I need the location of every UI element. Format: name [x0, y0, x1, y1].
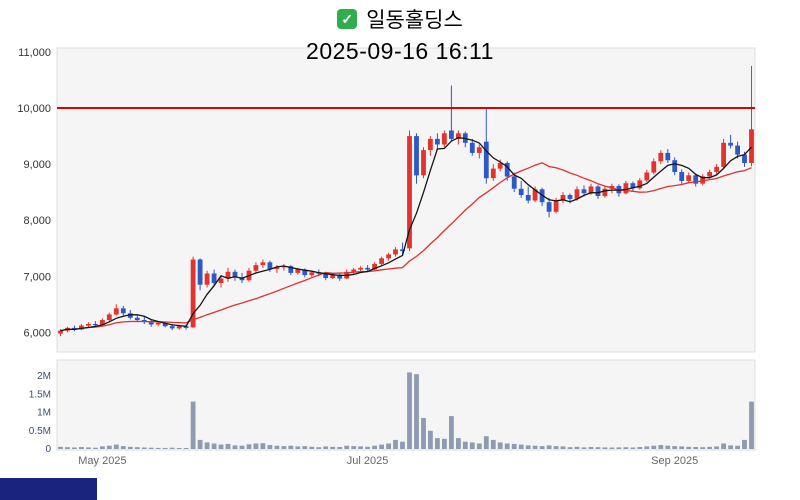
taskbar-fragment[interactable] — [0, 478, 97, 500]
svg-text:8,000: 8,000 — [23, 215, 51, 227]
svg-text:0: 0 — [45, 444, 51, 455]
svg-text:7,000: 7,000 — [23, 271, 51, 283]
chart-datetime: 2025-09-16 16:11 — [306, 38, 494, 64]
svg-text:Jul 2025: Jul 2025 — [347, 455, 389, 467]
svg-text:11,000: 11,000 — [18, 47, 51, 59]
checkbox-icon: ✓ — [337, 9, 358, 29]
svg-text:Sep 2025: Sep 2025 — [651, 455, 698, 467]
svg-text:10,000: 10,000 — [17, 103, 51, 115]
svg-text:May 2025: May 2025 — [78, 455, 126, 467]
svg-text:2M: 2M — [37, 371, 51, 382]
svg-text:1.5M: 1.5M — [29, 389, 51, 400]
svg-text:1M: 1M — [37, 408, 51, 419]
stock-title: 일동홀딩스 — [366, 9, 463, 32]
svg-text:0.5M: 0.5M — [29, 426, 51, 437]
chart-header: ✓ 일동홀딩스 2025-09-16 16:11 — [0, 4, 800, 65]
svg-text:6,000: 6,000 — [23, 327, 51, 339]
title-line: ✓ 일동홀딩스 — [0, 4, 800, 34]
svg-text:9,000: 9,000 — [23, 159, 51, 171]
